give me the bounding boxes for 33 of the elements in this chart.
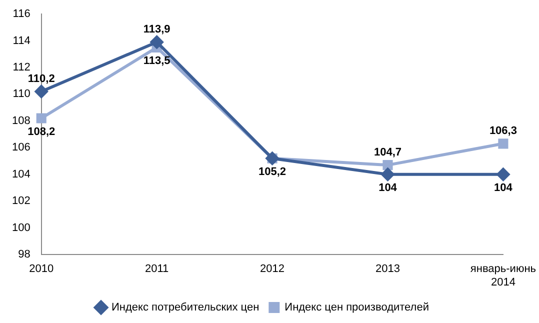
data-label: 104 xyxy=(378,182,398,194)
point xyxy=(382,160,393,170)
data-label: 113,9 xyxy=(143,24,170,36)
point xyxy=(496,168,510,181)
y-tick-label: 114 xyxy=(12,34,30,47)
data-label: 104 xyxy=(494,182,514,194)
data-label: 110,2 xyxy=(28,73,55,86)
legend-label: Индекс цен производителей xyxy=(284,302,429,314)
point xyxy=(150,36,164,49)
x-tick-label: 2013 xyxy=(376,263,400,276)
y-tick-label: 98 xyxy=(18,248,30,261)
point xyxy=(34,85,48,98)
legend-label: Индекс потребительских цен xyxy=(112,302,260,314)
data-label: 106,3 xyxy=(489,125,517,138)
y-tick-label: 110 xyxy=(12,88,30,100)
x-tick-label: январь-июнь 2014 xyxy=(470,263,536,288)
x-tick-label: 2011 xyxy=(144,263,169,276)
y-tick-label: 112 xyxy=(12,62,30,74)
point xyxy=(381,168,394,181)
data-label: 105,2 xyxy=(258,166,286,178)
y-tick-label: 116 xyxy=(12,8,30,20)
data-label: 113,5 xyxy=(143,54,170,67)
data-label: 108,2 xyxy=(28,126,56,138)
y-tick-label: 108 xyxy=(12,114,30,127)
x-tick-label: 2010 xyxy=(29,263,54,276)
x-tick-label: 2012 xyxy=(260,263,285,276)
y-tick-label: 104 xyxy=(12,168,30,180)
y-tick-label: 106 xyxy=(12,142,30,154)
data-label: 104,7 xyxy=(374,146,402,159)
y-tick-label: 100 xyxy=(12,222,30,234)
point xyxy=(36,113,46,124)
y-tick-label: 102 xyxy=(12,195,30,208)
point xyxy=(498,138,508,149)
